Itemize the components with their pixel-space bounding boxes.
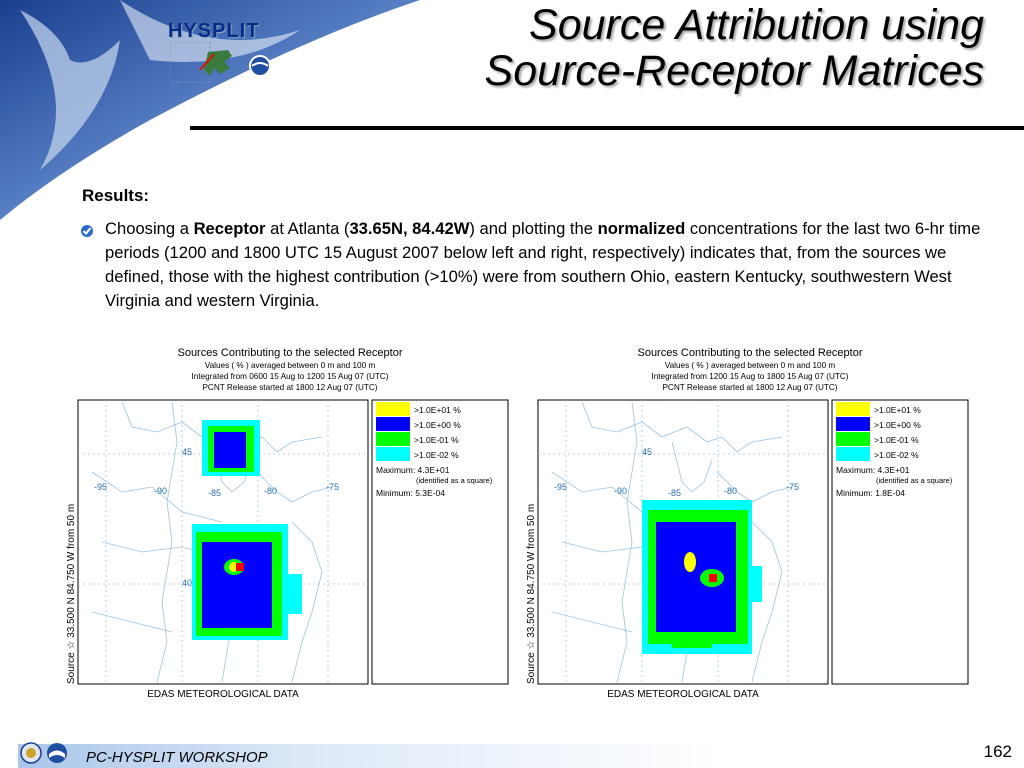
legend-swatch-3	[376, 432, 410, 446]
title-line-2: Source-Receptor Matrices	[484, 47, 984, 95]
map-title: Sources Contributing to the selected Rec…	[177, 347, 402, 359]
legend-swatch-2	[836, 417, 870, 431]
concentration-field	[642, 500, 762, 654]
bullet-icon	[81, 225, 93, 237]
lon-label-90: -90	[154, 486, 167, 496]
legend-swatch-1	[376, 402, 410, 416]
title-rule	[190, 126, 1024, 130]
lon-label-75: -75	[326, 482, 339, 492]
noaa-logo-icon	[47, 743, 67, 763]
map-subtitle-1: Values ( % ) averaged between 0 m and 10…	[205, 361, 376, 370]
lon-label-95: -95	[554, 482, 567, 492]
bullet-text-2: at Atlanta (	[265, 219, 350, 238]
legend-label-3: >1.0E-01 %	[874, 435, 919, 445]
legend-swatch-3	[836, 432, 870, 446]
lat-label-45: 45	[182, 447, 192, 457]
map-subtitle-3: PCNT Release started at 1800 12 Aug 07 (…	[662, 383, 837, 392]
map-ylabel: Source ☆ 33.500 N 84.750 W from 50 m	[526, 504, 537, 684]
legend-label-2: >1.0E+00 %	[874, 420, 921, 430]
map-right-svg: Sources Contributing to the selected Rec…	[526, 347, 969, 700]
legend-swatch-1	[836, 402, 870, 416]
footer-bar	[18, 744, 1024, 768]
legend-identified: (identified as a square)	[416, 476, 493, 485]
map-xlabel: EDAS METEOROLOGICAL DATA	[147, 689, 299, 700]
lon-label-85: -85	[208, 488, 221, 498]
concentration-field-south	[192, 524, 302, 640]
bullet-text-1: Choosing a	[105, 219, 194, 238]
map-subtitle-2: Integrated from 0600 15 Aug to 1200 15 A…	[191, 372, 388, 381]
map-title: Sources Contributing to the selected Rec…	[637, 347, 862, 359]
lat-label-45: 45	[642, 447, 652, 457]
legend-swatch-2	[376, 417, 410, 431]
page-number: 162	[983, 742, 1012, 761]
legend-minimum: Minimum: 5.3E-04	[376, 488, 445, 498]
map-left-svg: Sources Contributing to the selected Rec…	[66, 347, 509, 700]
legend-label-3: >1.0E-01 %	[414, 435, 459, 445]
maximum-marker	[236, 563, 244, 571]
lon-label-85: -85	[668, 488, 681, 498]
source-attribution-map-left: Sources Contributing to the selected Rec…	[62, 342, 512, 702]
bullet-text-4: concentrations for the last two 6-hr tim…	[105, 219, 981, 310]
bullet-bold-normalized: normalized	[597, 219, 686, 238]
hysplit-logo-icon	[170, 42, 271, 83]
bullet-text-3: ) and plotting the	[469, 219, 598, 238]
bullet-bold-receptor: Receptor	[193, 219, 266, 238]
maximum-marker	[709, 574, 717, 582]
map-subtitle-2: Integrated from 1200 15 Aug to 1800 15 A…	[651, 372, 848, 381]
lon-label-75: -75	[786, 482, 799, 492]
map-xlabel: EDAS METEOROLOGICAL DATA	[607, 689, 759, 700]
slide-title: Source Attribution using Source-Receptor…	[485, 2, 984, 94]
legend-label-1: >1.0E+01 %	[414, 405, 461, 415]
legend-maximum: Maximum: 4.3E+01	[836, 465, 910, 475]
legend-label-4: >1.0E-02 %	[414, 450, 459, 460]
lon-label-90: -90	[614, 486, 627, 496]
map-ylabel: Source ☆ 33.500 N 84.750 W from 50 m	[66, 504, 77, 684]
legend-swatch-4	[376, 447, 410, 461]
results-heading: Results:	[82, 186, 150, 205]
legend-maximum: Maximum: 4.3E+01	[376, 465, 450, 475]
footer-text: PC-HYSPLIT WORKSHOP	[86, 749, 268, 766]
map-subtitle-3: PCNT Release started at 1800 12 Aug 07 (…	[202, 383, 377, 392]
title-line-1: Source Attribution using	[529, 1, 984, 49]
lon-label-80: -80	[724, 486, 737, 496]
legend-label-1: >1.0E+01 %	[874, 405, 921, 415]
map-subtitle-1: Values ( % ) averaged between 0 m and 10…	[665, 361, 836, 370]
legend-label-4: >1.0E-02 %	[874, 450, 919, 460]
lon-label-95: -95	[94, 482, 107, 492]
corner-decoration	[0, 0, 420, 220]
legend-swatch-4	[836, 447, 870, 461]
concentration-field-north	[202, 420, 260, 476]
bullet-bold-coords: 33.65N, 84.42W	[349, 219, 470, 238]
footer	[0, 738, 1024, 768]
doc-seal-icon	[20, 742, 42, 764]
source-attribution-map-right: Sources Contributing to the selected Rec…	[522, 342, 972, 702]
bullet-text: Choosing a Receptor at Atlanta (33.65N, …	[105, 217, 995, 313]
legend-label-2: >1.0E+00 %	[414, 420, 461, 430]
legend-minimum: Minimum: 1.8E-04	[836, 488, 905, 498]
hysplit-logo-text: HYSPLIT	[168, 20, 260, 42]
lat-label-40: 40	[182, 578, 192, 588]
legend-identified: (identified as a square)	[876, 476, 953, 485]
lon-label-80: -80	[264, 486, 277, 496]
